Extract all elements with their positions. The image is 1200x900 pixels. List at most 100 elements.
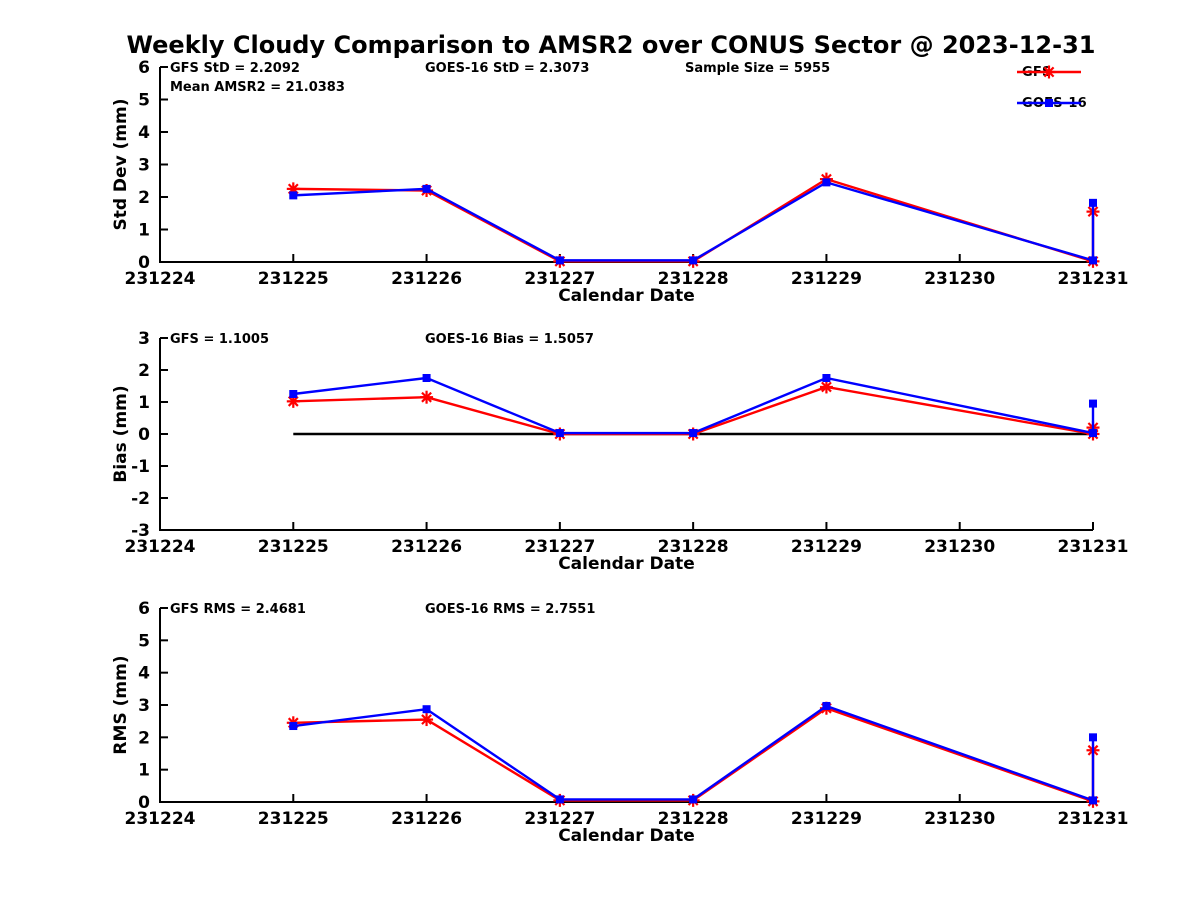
y-tick-label: 3	[138, 329, 150, 349]
gfs-marker	[420, 713, 434, 727]
y-tick-label: 3	[138, 156, 150, 176]
goes16-line	[293, 181, 1095, 262]
axis-frame	[159, 67, 1093, 263]
gfs-line	[293, 707, 1095, 803]
x-tick-label: 231225	[258, 809, 329, 829]
axis-frame	[159, 608, 1093, 803]
gfs-marker	[286, 394, 300, 408]
x-tick-label: 231230	[924, 809, 995, 829]
annotation-text: GOES-16 Bias = 1.5057	[425, 332, 594, 347]
goes16-marker	[689, 429, 698, 438]
x-tick-label: 231225	[258, 269, 329, 289]
goes16-marker	[689, 256, 698, 265]
y-tick-label: -2	[131, 489, 150, 509]
x-tick-label: 231231	[1058, 809, 1129, 829]
y-tick-label: 0	[138, 425, 150, 445]
y-tick-label: -3	[131, 521, 150, 541]
y-tick-label: 6	[138, 58, 150, 78]
goes16-marker	[1089, 198, 1097, 207]
x-tick-label: 231227	[524, 537, 595, 557]
goes16-line	[293, 376, 1095, 435]
x-tick-label: 231227	[524, 809, 595, 829]
y-tick-label: 2	[138, 728, 150, 748]
y-tick-label: 4	[138, 123, 150, 143]
y-axis-label: Std Dev (mm)	[111, 98, 131, 230]
goes16-marker	[1089, 256, 1097, 265]
goes16-marker	[422, 705, 431, 714]
x-tick-label: 231229	[791, 269, 862, 289]
goes16-marker	[689, 795, 698, 804]
gfs-marker	[421, 714, 432, 725]
y-tick-label: 4	[138, 664, 150, 684]
x-tick-label: 231231	[1058, 269, 1129, 289]
x-axis-label: Calendar Date	[558, 286, 695, 306]
y-tick-label: 1	[138, 393, 150, 413]
gfs-marker	[821, 381, 832, 393]
goes16-marker	[822, 374, 831, 382]
x-tick-label: 231226	[391, 537, 462, 557]
y-axis-label: RMS (mm)	[111, 655, 131, 754]
goes16-marker	[822, 701, 831, 710]
gfs-marker	[819, 380, 833, 394]
y-tick-label: 3	[138, 696, 150, 716]
x-tick-label: 231226	[391, 809, 462, 829]
x-tick-label: 231226	[391, 269, 462, 289]
gfs-line	[293, 177, 1095, 263]
goes16-marker	[1089, 429, 1097, 438]
goes16-marker	[555, 795, 564, 804]
gfs-marker	[420, 390, 434, 404]
gfs-marker	[287, 395, 299, 407]
x-tick-label: 231224	[125, 537, 196, 557]
goes16-marker	[422, 184, 431, 193]
goes16-marker	[1089, 399, 1097, 408]
y-axis-label: Bias (mm)	[111, 385, 131, 482]
x-tick-label: 231229	[791, 537, 862, 557]
chart-title: Weekly Cloudy Comparison to AMSR2 over C…	[126, 31, 1096, 59]
x-tick-label: 231224	[125, 809, 196, 829]
y-tick-label: 5	[138, 631, 150, 651]
y-tick-label: 2	[138, 188, 150, 208]
y-tick-label: 0	[138, 793, 150, 813]
annotation-text: Sample Size = 5955	[685, 61, 830, 76]
annotation-text: GOES-16 RMS = 2.7551	[425, 602, 595, 617]
annotation-text: GFS = 1.1005	[170, 332, 269, 347]
y-tick-label: 0	[138, 253, 150, 273]
y-tick-label: 1	[138, 221, 150, 241]
goes16-marker	[1089, 796, 1097, 805]
x-tick-label: 231225	[258, 537, 329, 557]
x-tick-label: 231228	[658, 269, 729, 289]
x-axis-label: Calendar Date	[558, 826, 695, 846]
x-tick-label: 231228	[658, 537, 729, 557]
x-tick-label: 231227	[524, 269, 595, 289]
goes16-marker	[289, 191, 298, 200]
y-tick-label: 6	[138, 599, 150, 619]
goes16-marker	[289, 722, 298, 731]
goes16-marker	[822, 178, 831, 187]
x-tick-label: 231229	[791, 809, 862, 829]
gfs-line	[293, 385, 1095, 436]
annotation-text: GFS RMS = 2.4681	[170, 602, 306, 617]
x-tick-label: 231230	[924, 269, 995, 289]
x-axis-label: Calendar Date	[558, 554, 695, 574]
goes16-marker	[1089, 733, 1097, 742]
goes16-marker	[422, 374, 431, 382]
goes16-marker	[555, 256, 564, 265]
annotation-text: GOES-16 StD = 2.3073	[425, 61, 589, 76]
y-tick-label: 5	[138, 91, 150, 111]
annotation-text: GFS StD = 2.2092	[170, 61, 300, 76]
x-tick-label: 231231	[1058, 537, 1129, 557]
annotation-text: Mean AMSR2 = 21.0383	[170, 80, 345, 95]
y-tick-label: 1	[138, 761, 150, 781]
x-tick-label: 231228	[658, 809, 729, 829]
rms-panel: 0 1 2 3 4 5 6 231224 231225 231226 231227 231228 231…	[111, 599, 1128, 846]
x-tick-label: 231230	[924, 537, 995, 557]
std-dev-panel: 0 1 2 3 4 5 6 231224 231225 231226 231227 231228 231…	[111, 58, 1128, 306]
x-tick-label: 231224	[125, 269, 196, 289]
gfs-marker	[421, 391, 432, 403]
y-tick-label: 2	[138, 361, 150, 381]
y-tick-label: -1	[131, 457, 150, 477]
goes16-marker	[289, 390, 298, 398]
